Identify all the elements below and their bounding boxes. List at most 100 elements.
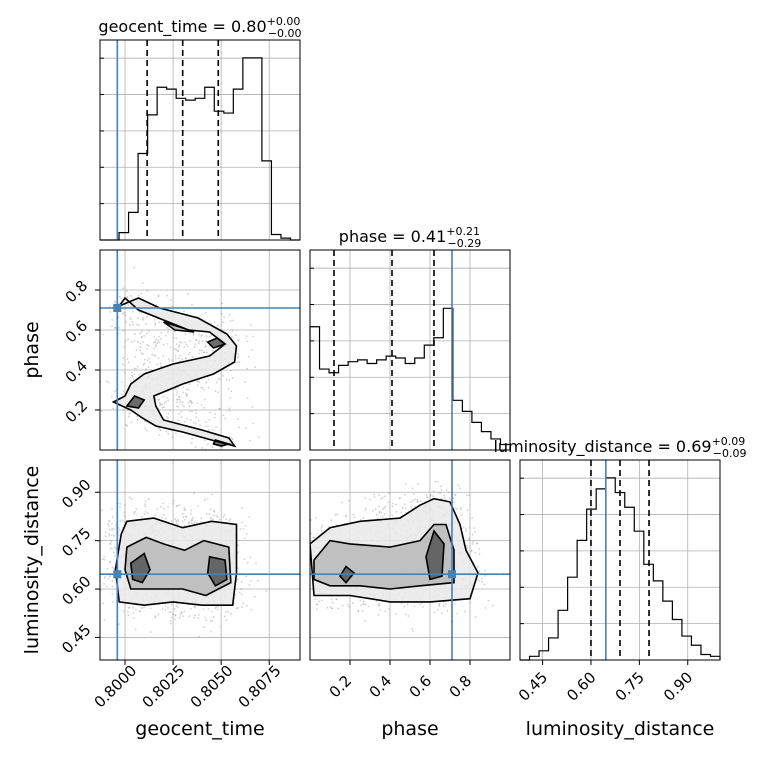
sample-point xyxy=(171,436,174,439)
sample-point xyxy=(139,342,142,345)
sample-point xyxy=(109,311,112,313)
sample-point xyxy=(223,615,226,618)
x-axis-label: luminosity_distance xyxy=(526,718,715,740)
sample-point xyxy=(205,381,208,384)
panel-frame xyxy=(99,459,301,661)
contour-line xyxy=(124,536,232,597)
sample-point xyxy=(114,390,116,393)
sample-point xyxy=(178,344,181,347)
sample-point xyxy=(176,504,179,507)
sample-point xyxy=(167,358,170,361)
sample-point xyxy=(176,523,179,526)
sample-point xyxy=(204,425,207,428)
sample-point xyxy=(367,605,370,608)
sample-point xyxy=(157,613,160,616)
sample-point xyxy=(133,333,136,336)
sample-point xyxy=(130,318,133,321)
histogram-step-luminosity_distance xyxy=(520,477,721,661)
sample-point xyxy=(235,334,237,337)
sample-point xyxy=(132,606,134,609)
panel-title: luminosity_distance = 0.69+0.09 −0.09 xyxy=(493,435,746,460)
sample-point xyxy=(144,368,147,371)
sample-point xyxy=(158,335,161,338)
sample-point xyxy=(240,580,243,583)
sample-point xyxy=(184,392,187,395)
histogram-step-geocent_time xyxy=(100,57,300,241)
sample-point xyxy=(189,399,192,402)
sample-point xyxy=(215,514,218,517)
sample-point xyxy=(104,531,107,534)
sample-point xyxy=(188,383,191,386)
sample-point xyxy=(209,335,211,338)
sample-point xyxy=(140,516,143,518)
sample-point xyxy=(203,499,206,501)
sample-point xyxy=(178,357,180,360)
sample-point xyxy=(112,407,115,410)
sample-point xyxy=(182,391,185,394)
sample-point xyxy=(107,522,110,525)
sample-point xyxy=(157,398,160,401)
sample-point xyxy=(183,507,186,509)
sample-point xyxy=(377,613,380,616)
sample-point xyxy=(122,312,124,315)
sample-point xyxy=(200,349,203,352)
sample-point xyxy=(378,511,381,514)
sample-point xyxy=(111,508,113,511)
y-tick-label: 0.75 xyxy=(58,524,94,560)
sample-point xyxy=(124,314,127,317)
sample-point xyxy=(163,406,165,409)
sample-point xyxy=(201,447,204,449)
sample-point xyxy=(403,605,406,608)
sample-point xyxy=(216,608,219,611)
sample-point xyxy=(240,507,243,509)
sample-point xyxy=(188,615,191,618)
sample-point xyxy=(229,320,232,322)
sample-point xyxy=(175,388,177,391)
sample-point xyxy=(202,388,205,391)
density-fill xyxy=(130,553,150,583)
sample-point xyxy=(237,353,240,356)
sample-point xyxy=(190,519,193,522)
sample-point xyxy=(129,317,131,319)
sample-point xyxy=(470,550,473,553)
sample-point xyxy=(446,609,449,612)
sample-point xyxy=(237,551,240,553)
sample-point xyxy=(134,511,137,513)
sample-point xyxy=(135,349,138,352)
histogram-step-phase xyxy=(309,307,511,450)
sample-point xyxy=(316,608,318,610)
sample-point xyxy=(141,282,144,284)
sample-point xyxy=(175,393,178,396)
sample-point xyxy=(222,321,225,323)
sample-point xyxy=(216,324,219,327)
sample-point xyxy=(364,507,367,510)
sample-point xyxy=(101,558,104,560)
sample-point xyxy=(151,353,154,356)
sample-point xyxy=(174,614,177,617)
sample-point xyxy=(369,498,372,501)
sample-point xyxy=(121,363,124,366)
sample-point xyxy=(110,522,113,525)
sample-point xyxy=(184,420,186,423)
sample-point xyxy=(159,506,162,508)
title-minus: −0.00 xyxy=(268,27,302,40)
sample-point xyxy=(301,528,303,530)
sample-point xyxy=(203,398,206,401)
sample-point xyxy=(146,289,149,292)
sample-point xyxy=(231,377,234,379)
sample-point xyxy=(191,303,193,306)
sample-point xyxy=(154,616,157,619)
sample-point xyxy=(123,521,126,524)
panel-content xyxy=(90,250,300,450)
x-tick-label: 0.8 xyxy=(446,672,476,702)
sample-point xyxy=(179,613,182,616)
sample-point xyxy=(118,295,121,298)
sample-point xyxy=(167,399,170,402)
sample-point xyxy=(223,316,226,318)
sample-point xyxy=(377,604,380,606)
sample-point xyxy=(90,352,92,354)
sample-point xyxy=(211,620,214,622)
contour-line xyxy=(206,337,227,349)
sample-point xyxy=(129,379,132,382)
sample-point xyxy=(159,404,161,407)
